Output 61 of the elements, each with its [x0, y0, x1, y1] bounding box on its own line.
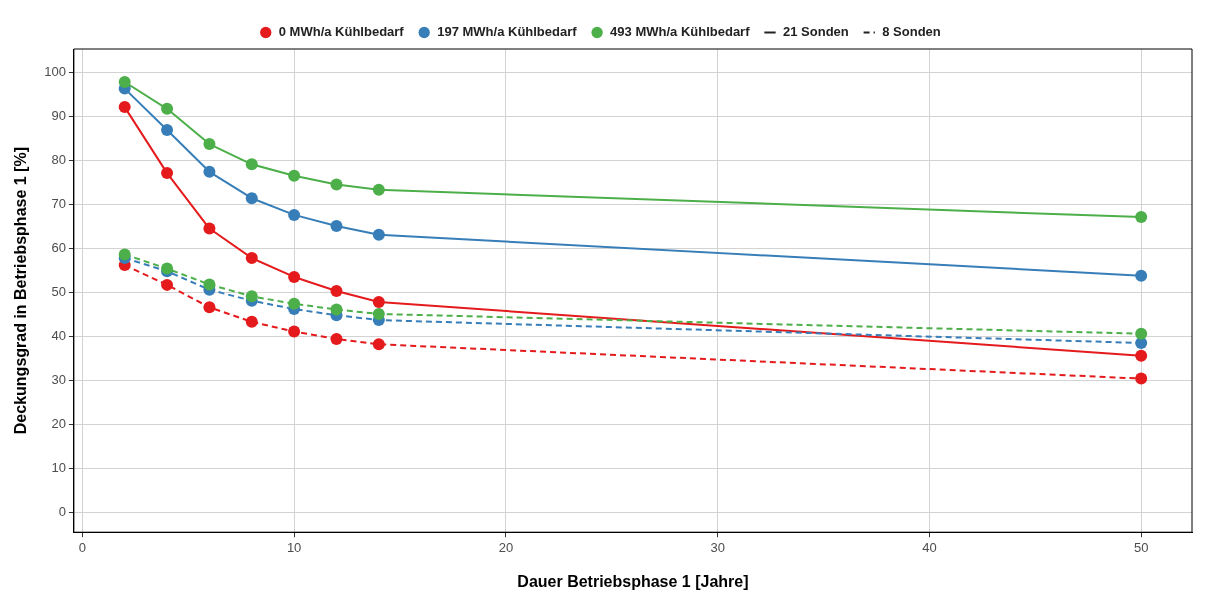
y-tick-label: 30	[51, 371, 66, 387]
x-tick-label: 40	[922, 539, 937, 555]
point	[203, 138, 216, 151]
y-tick-label: 90	[51, 107, 66, 123]
text: 8 Sonden	[882, 24, 941, 40]
point	[203, 222, 216, 235]
point	[372, 307, 385, 320]
point	[330, 303, 343, 316]
point	[330, 219, 343, 232]
text: 21 Sonden	[783, 24, 849, 40]
point	[245, 252, 258, 265]
point	[330, 285, 343, 298]
point	[245, 192, 258, 205]
y-axis-title: Deckungsgrad in Betriebsphase 1 [%]	[12, 147, 30, 435]
point	[245, 315, 258, 328]
y-tick-label: 10	[51, 459, 66, 475]
point	[161, 123, 174, 136]
point	[161, 102, 174, 115]
y-tick-label: 20	[51, 415, 66, 431]
point	[1135, 327, 1148, 340]
y-tick-label: 70	[51, 195, 66, 211]
point	[330, 333, 343, 346]
legend-label: 197 MWh/a Kühlbedarf	[437, 24, 578, 40]
point	[118, 76, 131, 89]
point	[288, 208, 301, 221]
point	[372, 296, 385, 309]
point	[288, 270, 301, 283]
point	[161, 278, 174, 291]
y-tick-label: 40	[51, 327, 66, 343]
point	[245, 290, 258, 303]
point	[118, 101, 131, 114]
point	[372, 228, 385, 241]
point	[203, 165, 216, 178]
point	[372, 183, 385, 196]
x-tick-label: 20	[498, 539, 514, 555]
y-tick-label: 80	[51, 151, 66, 167]
point	[288, 297, 301, 310]
point	[203, 278, 216, 291]
x-tick-label: 10	[286, 539, 302, 555]
point	[245, 158, 258, 171]
point	[1135, 372, 1148, 385]
y-tick-label: 60	[51, 239, 66, 255]
point	[288, 325, 301, 338]
point	[1135, 211, 1148, 224]
point	[1135, 349, 1148, 362]
point	[203, 301, 216, 314]
point	[161, 167, 174, 180]
point	[372, 338, 385, 351]
x-tick-label: 50	[1133, 539, 1149, 555]
y-tick-label: 50	[51, 283, 66, 299]
point	[1135, 269, 1148, 282]
legend-label: 0 MWh/a Kühlbedarf	[278, 24, 405, 40]
x-axis-title: Dauer Betriebsphase 1 [Jahre]	[517, 572, 749, 590]
y-tick-label: 0	[58, 503, 66, 519]
point	[288, 169, 301, 182]
legend-label: 493 MWh/a Kühlbedarf	[610, 24, 751, 40]
y-tick-label: 100	[44, 63, 66, 79]
point	[118, 248, 131, 261]
x-tick-label: 0	[78, 539, 86, 555]
x-tick-label: 30	[710, 539, 725, 555]
point	[330, 178, 343, 191]
